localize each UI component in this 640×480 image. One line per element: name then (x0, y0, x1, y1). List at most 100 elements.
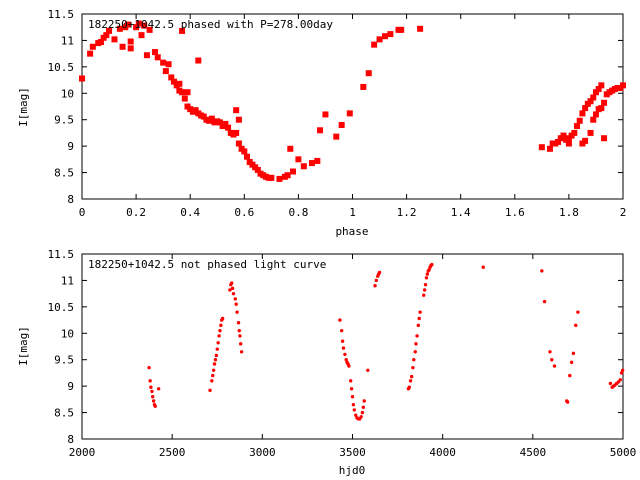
data-point (154, 54, 161, 61)
data-point (430, 262, 434, 267)
y-tick-label: 9.5 (54, 114, 74, 127)
data-point (351, 402, 356, 407)
data-point (362, 399, 366, 403)
x-tick-label: 2500 (159, 446, 186, 459)
data-point (214, 353, 219, 358)
data-point (233, 107, 240, 114)
data-point (143, 52, 150, 59)
y-tick-label: 11 (61, 274, 74, 287)
data-point (289, 168, 296, 175)
y-tick-label: 9 (67, 380, 74, 393)
data-point (424, 276, 429, 280)
data-point (576, 117, 583, 124)
y-tick-label: 8.5 (54, 407, 74, 420)
data-point (217, 334, 221, 338)
data-point (119, 43, 126, 50)
data-point (213, 358, 218, 362)
data-point (592, 89, 599, 96)
data-point (233, 129, 240, 136)
data-point (540, 269, 544, 273)
data-point (168, 74, 175, 81)
data-point (349, 387, 354, 391)
data-point (284, 172, 291, 179)
chart-title: 182250+1042.5 not phased light curve (88, 258, 326, 271)
data-point (300, 163, 307, 170)
data-point (211, 368, 216, 372)
data-point (347, 364, 351, 368)
data-point (582, 137, 589, 144)
y-tick-label: 10 (61, 327, 74, 340)
data-point (322, 111, 329, 118)
data-point (222, 120, 229, 127)
data-point (411, 365, 415, 370)
data-point (147, 365, 151, 370)
data-point (619, 371, 624, 375)
x-tick-label: 5000 (610, 446, 637, 459)
y-tick-label: 8 (67, 433, 74, 446)
data-point (215, 347, 219, 351)
data-point (170, 78, 177, 85)
data-point (608, 381, 613, 386)
phased-light-curve-panel: 0 0.2 0.4 0.6 0.8 1 1.2 1.4 1.6 1.8 2 8 8.5 9 9.5 10 10.… (17, 8, 626, 238)
data-point (106, 27, 113, 34)
x-axis-title: phase (335, 225, 368, 238)
data-point (127, 45, 134, 52)
data-point (350, 395, 355, 399)
data-point (374, 278, 379, 283)
x-tick-label: 4000 (429, 446, 456, 459)
x-tick-label: 1.4 (451, 206, 471, 219)
data-point (244, 153, 251, 160)
x-tick-label: 1.6 (505, 206, 525, 219)
data-point (365, 70, 372, 77)
data-point (552, 364, 557, 368)
data-point (574, 323, 578, 328)
data-point (165, 61, 172, 68)
data-point (387, 31, 394, 38)
data-point (220, 316, 225, 321)
data-point (254, 166, 261, 173)
data-point (111, 36, 118, 43)
data-point (412, 358, 416, 362)
data-point (89, 43, 96, 50)
data-point (184, 89, 191, 96)
y-tick-label: 10.5 (48, 301, 75, 314)
data-point (371, 41, 378, 48)
data-point (598, 105, 605, 112)
x-tick-label: 0.8 (288, 206, 308, 219)
y-tick-label: 9.5 (54, 354, 74, 367)
data-point (381, 33, 388, 40)
data-point (590, 116, 597, 123)
data-point (582, 105, 589, 112)
data-point (538, 144, 545, 151)
data-point (156, 387, 161, 391)
data-point (587, 98, 594, 105)
y-tick-label: 10 (61, 87, 74, 100)
data-point (595, 86, 602, 93)
data-point (423, 282, 428, 287)
data-point (317, 127, 324, 134)
data-point (235, 116, 242, 123)
data-point (598, 82, 605, 89)
data-point (234, 302, 238, 306)
data-point (211, 373, 215, 378)
data-point (237, 328, 241, 333)
data-point (148, 379, 152, 383)
plot-frame (81, 253, 624, 440)
tick-labels: 2000 2500 3000 3500 4000 4500 5000 8 8.5 9 9.5 10 10… (48, 248, 637, 459)
y-tick-label: 8.5 (54, 167, 74, 180)
data-point (192, 107, 199, 114)
data-point (481, 265, 485, 269)
data-point (590, 94, 597, 101)
data-point (176, 80, 183, 87)
data-point (181, 95, 188, 102)
data-point (230, 286, 235, 291)
data-point (239, 350, 244, 354)
data-point (418, 310, 422, 314)
data-point (212, 362, 217, 366)
data-point (231, 291, 236, 296)
data-point (333, 133, 340, 140)
x-tick-label: 3500 (339, 446, 366, 459)
data-point (276, 175, 283, 182)
data-point (587, 129, 594, 136)
data-point (133, 24, 140, 31)
